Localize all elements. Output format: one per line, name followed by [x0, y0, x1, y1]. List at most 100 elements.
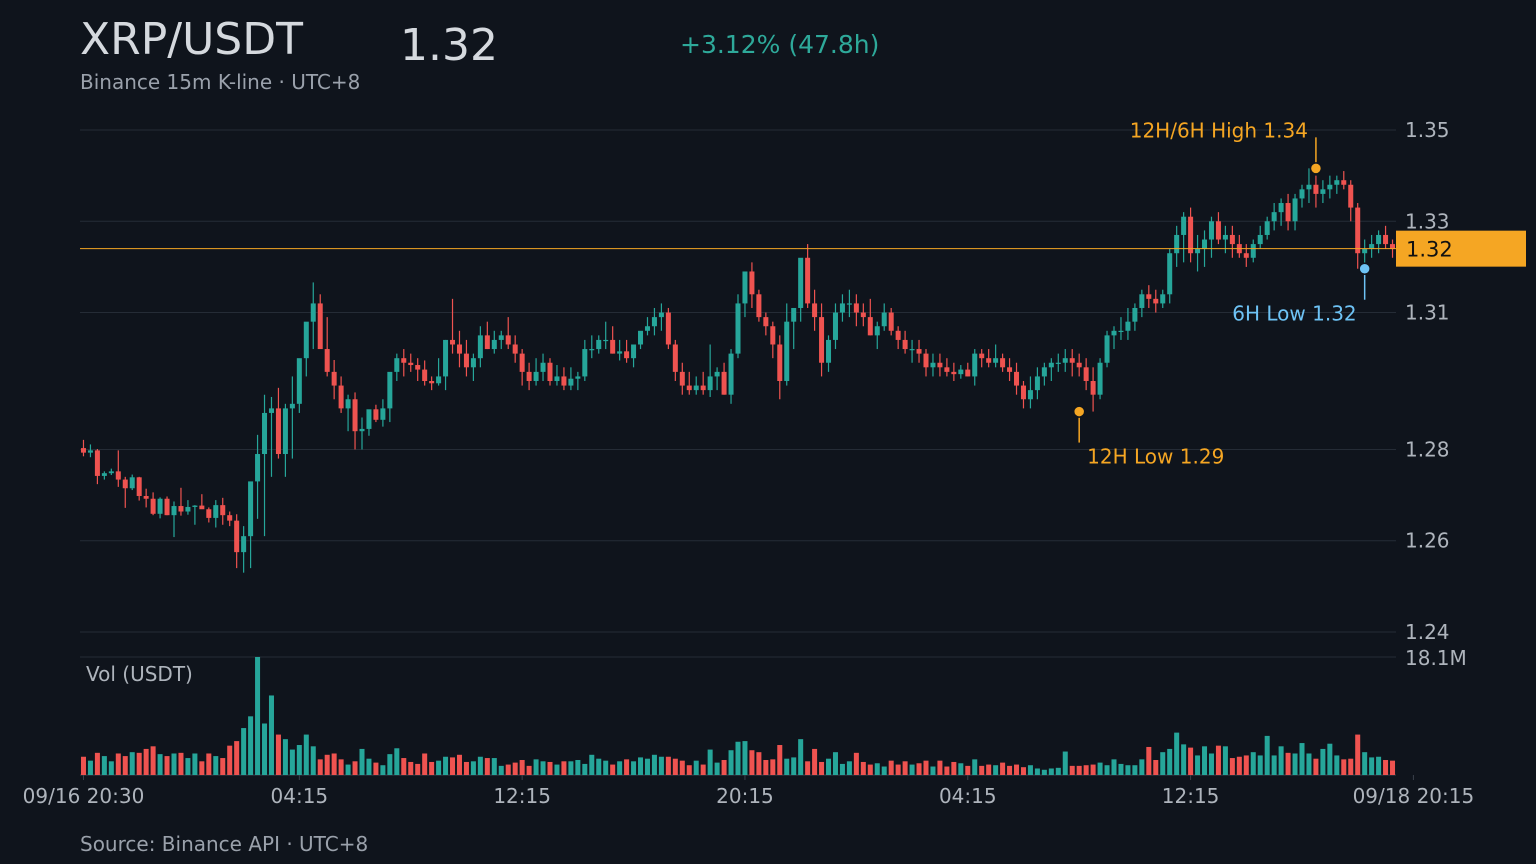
candle-body: [874, 326, 880, 336]
candle-body: [916, 349, 922, 354]
volume-bar: [721, 760, 727, 775]
volume-bar: [1188, 747, 1194, 775]
candle-body: [1076, 362, 1082, 368]
volume-bar: [770, 759, 776, 775]
volume-bar: [1090, 764, 1096, 775]
candle-body: [1292, 198, 1298, 222]
volume-bar: [94, 752, 100, 775]
price-tick-label: 1.24: [1405, 620, 1450, 644]
volume-bar: [415, 763, 421, 775]
volume-bar: [749, 750, 755, 775]
volume-bar: [826, 758, 832, 775]
x-tick-label: 09/16 20:30: [23, 784, 145, 808]
candle-body: [756, 294, 762, 318]
volume-bar: [157, 754, 163, 775]
candle-body: [638, 330, 644, 345]
volume-bar: [262, 723, 268, 775]
volume-bar: [993, 765, 999, 775]
candle-body: [443, 339, 449, 377]
volume-bar: [860, 761, 866, 775]
candle-body: [1027, 390, 1033, 400]
candle-body: [1139, 294, 1145, 308]
candle-body: [651, 317, 657, 327]
candle-body: [1041, 367, 1047, 377]
candle-body: [94, 450, 100, 476]
candle-body: [596, 339, 602, 350]
candle-body: [728, 353, 734, 395]
candle-body: [470, 358, 476, 368]
candle-body: [909, 349, 915, 351]
volume-bar: [484, 758, 490, 775]
volume-bar: [220, 758, 226, 775]
candle-body: [1320, 189, 1326, 194]
candle-body: [303, 321, 309, 359]
volume-bar: [1341, 759, 1347, 775]
volume-bar: [1313, 758, 1319, 775]
volume-bar: [150, 746, 156, 775]
candle-body: [589, 349, 595, 351]
volume-bar: [832, 752, 838, 775]
candle-body: [1097, 362, 1103, 395]
volume-bar: [603, 760, 609, 775]
candle-body: [1160, 294, 1166, 304]
volume-bar: [812, 748, 818, 775]
volume-bar: [443, 756, 449, 775]
volume-bar: [456, 754, 462, 775]
volume-bar: [1278, 746, 1284, 775]
volume-bar: [874, 763, 880, 775]
volume-bar: [756, 752, 762, 775]
candle-body: [1257, 234, 1263, 245]
volume-bar: [805, 761, 811, 775]
volume-bar: [234, 741, 240, 775]
volume-bar: [867, 764, 873, 775]
candle-body: [1062, 358, 1068, 363]
candle-body: [958, 369, 964, 375]
volume-bar: [526, 765, 532, 775]
volume-bar: [1299, 743, 1305, 775]
candle-body: [721, 371, 727, 395]
candle-body: [352, 399, 358, 432]
volume-bar: [784, 758, 790, 775]
volume-bar: [1062, 751, 1068, 775]
volume-bar: [1055, 767, 1061, 775]
candle-body: [1348, 184, 1354, 208]
candle-body: [1125, 321, 1131, 331]
candle-body: [568, 378, 574, 386]
candle-body: [965, 369, 971, 377]
volume-bar: [422, 753, 428, 775]
candle-body: [714, 371, 720, 377]
x-tick-label: 09/18 20:15: [1353, 784, 1475, 808]
candle-body: [867, 317, 873, 336]
candle-body: [422, 369, 428, 381]
candle-body: [275, 408, 281, 455]
volume-bar: [241, 728, 247, 775]
x-tick-label: 04:15: [939, 784, 997, 808]
volume-bar: [672, 758, 678, 775]
candle-body: [1334, 180, 1340, 185]
candle-body: [519, 353, 525, 372]
candle-body: [853, 303, 859, 313]
volume-bar: [638, 757, 644, 775]
volume-bar: [122, 756, 128, 775]
volume-bar: [498, 765, 504, 775]
candle-body: [1146, 294, 1152, 299]
volume-bar: [972, 759, 978, 775]
volume-bar: [129, 752, 135, 775]
candle-body: [770, 326, 776, 345]
candle-body: [387, 371, 393, 409]
candle-body: [554, 376, 560, 381]
candle-body: [380, 408, 386, 420]
current-price-label: 1.32: [1406, 238, 1453, 262]
candle-body: [317, 303, 323, 350]
volume-bar: [1153, 760, 1159, 775]
candle-body: [1069, 358, 1075, 363]
volume-bar: [665, 756, 671, 775]
candle-body: [1132, 307, 1138, 322]
volume-bar: [700, 764, 706, 775]
low12-marker-dot: [1072, 405, 1086, 418]
candle-body: [505, 335, 511, 345]
candle-body: [234, 520, 240, 553]
candle-body: [561, 376, 567, 386]
volume-bar: [255, 657, 261, 775]
candle-body: [784, 321, 790, 381]
